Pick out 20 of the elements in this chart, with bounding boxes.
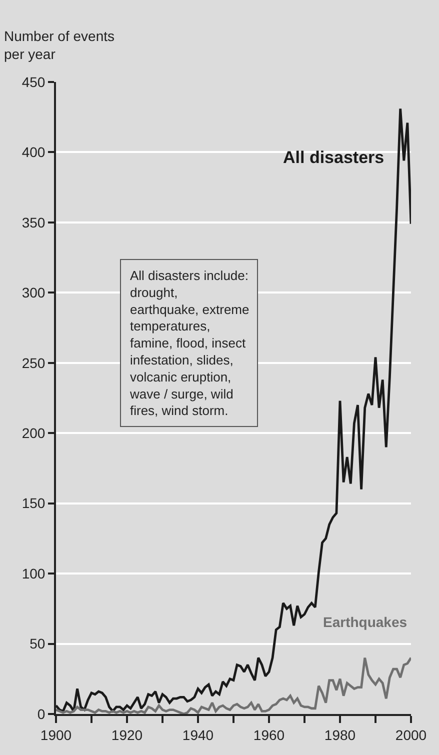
text: All disasters include: drought, earthquake, extreme temperatures, famine, flood, insect infestation, slides, volcanic eruption, wave / surge, wild fires, wind storm.: [130, 268, 250, 418]
x-tick-label: 1960: [253, 726, 285, 743]
y-tick-label: 450: [22, 74, 46, 90]
y-tick-label: 0: [37, 706, 46, 722]
y-tick-label: 300: [22, 284, 46, 301]
x-tick-label: 2000: [395, 726, 427, 743]
x-tick-label: 1940: [182, 726, 214, 743]
x-tick-label: 1980: [324, 726, 356, 743]
text: Earthquakes: [323, 614, 408, 630]
x-tick-label: 1920: [111, 726, 143, 743]
y-axis-title: Number of events per year: [4, 28, 114, 62]
y-tick-label: 400: [22, 144, 46, 160]
y-tick-label: 250: [22, 354, 46, 371]
y-tick-label: 50: [30, 636, 46, 652]
series-label: All disasters: [283, 148, 384, 167]
y-tick-label: 200: [22, 425, 46, 442]
y-tick-label: 150: [22, 495, 46, 512]
x-tick-label: 1900: [40, 726, 72, 743]
y-tick-label: 350: [22, 214, 46, 230]
y-tick-label: 100: [22, 565, 46, 582]
